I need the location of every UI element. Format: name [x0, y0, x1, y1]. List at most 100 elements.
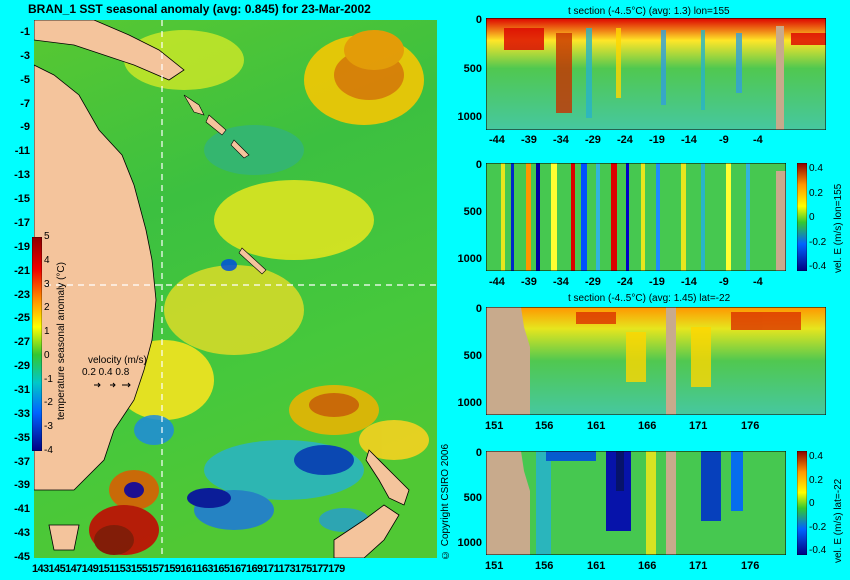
depth-tick-label: 1000 — [457, 252, 482, 265]
colorbar-tick-label: -0.4 — [809, 261, 827, 272]
colorbar-tick-label: 5 — [44, 231, 50, 242]
lat-tick-label: -35 — [14, 431, 30, 444]
lon-tick-label: 171 — [689, 420, 708, 432]
lat-tick-label: -14 — [681, 134, 697, 146]
lon-tick-label: 156 — [535, 420, 554, 432]
lat-tick-label: -45 — [14, 551, 30, 563]
tasmania-landmass — [48, 524, 80, 551]
main-map-lon-axis: 1431451471491511531551571591611631651671… — [32, 563, 345, 575]
lat-tick-label: -3 — [20, 49, 30, 62]
lat-tick-label: -23 — [14, 288, 30, 301]
solomon-islands — [183, 94, 250, 159]
colorbar-tick-label: 0.4 — [809, 163, 823, 174]
depth-tick-label: 0 — [475, 303, 482, 315]
lat-tick-label: -19 — [649, 134, 665, 146]
copyright-notice: © Copyright CSIRO 2006 — [440, 443, 451, 560]
lat-tick-label: -39 — [521, 134, 537, 146]
depth-tick-label: 500 — [463, 349, 482, 362]
sst-anomaly-map[interactable] — [34, 20, 437, 558]
new-caledonia — [238, 247, 267, 275]
lat-tick-label: -29 — [585, 276, 601, 288]
lon-tick-label: 176 — [741, 420, 760, 432]
lon-tick-label: 171 — [689, 560, 708, 572]
colorbar-tick-label: 0 — [809, 498, 815, 509]
lat-tick-label: -13 — [14, 169, 30, 182]
lat-tick-label: -5 — [20, 73, 30, 86]
lat-tick-label: -39 — [14, 479, 30, 492]
lat-tick-label: -33 — [14, 407, 30, 420]
lon-tick-label: 151 — [485, 420, 504, 432]
lon-tick-label: 166 — [638, 420, 657, 432]
lat-tick-label: -15 — [14, 193, 30, 206]
lat-tick-label: -4 — [753, 134, 763, 146]
lat-tick-label: -34 — [553, 276, 569, 288]
lat-tick-label: -29 — [14, 360, 30, 373]
australia-landmass — [34, 64, 157, 491]
panel3-title: t section (-4..5°C) (avg: 1.45) lat=-22 — [568, 293, 731, 304]
lat-tick-label: -44 — [489, 134, 505, 146]
depth-tick-label: 1000 — [457, 111, 482, 124]
lat-tick-label: -17 — [14, 216, 30, 229]
colorbar-tick-label: -0.4 — [809, 545, 827, 556]
lat-tick-label: -14 — [681, 276, 697, 288]
lat-tick-label: -19 — [14, 240, 30, 253]
velocity-legend-scale: 0.2 0.4 0.8 — [82, 367, 130, 378]
lon-tick-label: 156 — [535, 560, 554, 572]
lat-tick-label: -27 — [14, 336, 30, 349]
colorbar-tick-label: -0.2 — [809, 521, 827, 533]
depth-tick-label: 0 — [475, 159, 482, 171]
lat-tick-label: -34 — [553, 134, 569, 146]
lat-tick-label: -44 — [489, 276, 505, 288]
depth-tick-label: 500 — [463, 205, 482, 218]
lon-tick-label: 161 — [587, 420, 606, 432]
colorbar-tick-label: 0.2 — [809, 187, 823, 199]
new-guinea-landmass — [34, 20, 185, 81]
colorbar-tick-label: -0.2 — [809, 236, 827, 248]
lat-tick-label: -39 — [521, 276, 537, 288]
depth-tick-label: 500 — [463, 492, 482, 504]
colorbar-tick-label: 0.2 — [809, 474, 823, 486]
lat-tick-label: -37 — [14, 455, 30, 468]
panel1-section-plot[interactable] — [486, 18, 826, 130]
lat-tick-label: -9 — [20, 121, 30, 134]
depth-tick-label: 0 — [475, 14, 482, 26]
lat-tick-label: -7 — [20, 97, 30, 110]
depth-tick-label: 1000 — [457, 396, 482, 409]
lat-tick-label: -29 — [585, 134, 601, 146]
velocity-legend-title: velocity (m/s) — [88, 355, 147, 366]
colorbar-tick-label: -1 — [44, 373, 53, 385]
lat-tick-label: -24 — [617, 134, 633, 146]
depth-tick-label: 500 — [463, 62, 482, 75]
panel4-velocity-plot[interactable] — [486, 451, 786, 555]
new-zealand-landmass — [333, 449, 410, 558]
sst-colorbar — [32, 237, 42, 451]
main-map-title: BRAN_1 SST seasonal anomaly (avg: 0.845)… — [28, 2, 371, 16]
lon-tick-label: 151 — [485, 560, 504, 572]
panel2-velocity-plot[interactable] — [486, 163, 786, 271]
lat-tick-label: -4 — [753, 276, 763, 288]
panel4-colorbar — [797, 451, 807, 555]
colorbar-tick-label: 3 — [44, 278, 50, 290]
colorbar-tick-label: 0 — [44, 349, 50, 361]
colorbar-tick-label: 4 — [44, 254, 50, 266]
lat-tick-label: -11 — [14, 145, 30, 158]
depth-tick-label: 1000 — [457, 537, 482, 549]
lat-tick-label: -9 — [719, 276, 729, 288]
panel4-colorbar-label: vel. E (m/s) lat=-22 — [833, 478, 844, 563]
panel2-colorbar-label: vel. E (m/s) lon=155 — [833, 183, 844, 273]
colorbar-tick-label: 0 — [809, 212, 815, 223]
lat-tick-label: -1 — [20, 26, 30, 38]
colorbar-tick-label: 0.4 — [809, 451, 823, 462]
lat-tick-label: -31 — [14, 383, 30, 396]
lat-tick-label: -25 — [14, 312, 30, 325]
panel3-section-plot[interactable] — [486, 307, 826, 415]
colorbar-tick-label: -2 — [44, 397, 53, 409]
colorbar-tick-label: -3 — [44, 421, 53, 433]
colorbar-tick-label: 2 — [44, 302, 50, 314]
panel2-colorbar — [797, 163, 807, 271]
sst-colorbar-label: temperature seasonal anomaly (°C) — [56, 262, 67, 420]
lat-tick-label: -21 — [14, 264, 30, 277]
lat-tick-label: -41 — [14, 503, 30, 516]
colorbar-tick-label: -4 — [44, 445, 53, 456]
velocity-legend-arrows — [94, 382, 131, 388]
